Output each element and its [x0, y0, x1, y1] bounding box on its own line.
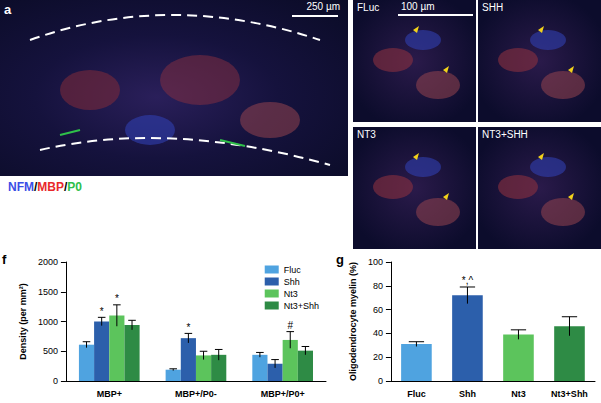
svg-text:MBP+/P0+: MBP+/P0+ — [261, 389, 305, 399]
svg-text:80: 80 — [373, 281, 383, 291]
html-text:NFM / MBP / P0: NFM / MBP / P0 — [8, 180, 82, 194]
svg-text:*: * — [115, 293, 119, 304]
html-text:a: a — [4, 2, 12, 17]
html-text:NT3+SHH: NT3+SHH — [482, 129, 528, 140]
svg-text:1000: 1000 — [38, 317, 58, 327]
svg-text:*: * — [186, 322, 190, 333]
svg-text:Fluc: Fluc — [284, 265, 302, 275]
html-text:SHH: SHH — [482, 2, 504, 13]
svg-text:2000: 2000 — [38, 257, 58, 267]
svg-text:100: 100 — [368, 257, 383, 267]
svg-text:500: 500 — [43, 346, 58, 356]
html-text:100 µm: 100 µm — [401, 1, 435, 12]
svg-text:Shh: Shh — [284, 277, 300, 287]
svg-text:Density (per mm²): Density (per mm²) — [18, 283, 28, 360]
html-text:g: g — [336, 252, 344, 267]
html-text:f: f — [2, 252, 7, 267]
svg-text:0: 0 — [378, 376, 383, 386]
svg-text:1500: 1500 — [38, 287, 58, 297]
svg-text:Fluc: Fluc — [407, 389, 426, 399]
svg-text:Shh: Shh — [459, 389, 476, 399]
svg-text:*: * — [100, 306, 104, 317]
svg-text:Nt3+Shh: Nt3+Shh — [551, 389, 588, 399]
svg-text:Nt3: Nt3 — [284, 289, 298, 299]
svg-text:Nt3+Shh: Nt3+Shh — [284, 301, 319, 311]
svg-text:0: 0 — [53, 376, 58, 386]
svg-text:MBP+: MBP+ — [97, 389, 122, 399]
svg-text:MBP+/P0-: MBP+/P0- — [175, 389, 217, 399]
svg-text:40: 40 — [373, 328, 383, 338]
svg-text:#: # — [287, 320, 293, 331]
svg-text:60: 60 — [373, 305, 383, 315]
svg-text:20: 20 — [373, 352, 383, 362]
svg-text:Nt3: Nt3 — [511, 389, 526, 399]
svg-text:Oligodendrocyte myelin (%): Oligodendrocyte myelin (%) — [348, 262, 358, 381]
svg-text:*,^: *,^ — [462, 275, 474, 286]
html-text:FLuc: FLuc — [357, 2, 380, 13]
html-text:250 µm: 250 µm — [306, 1, 340, 12]
html-text:NT3: NT3 — [357, 129, 376, 140]
